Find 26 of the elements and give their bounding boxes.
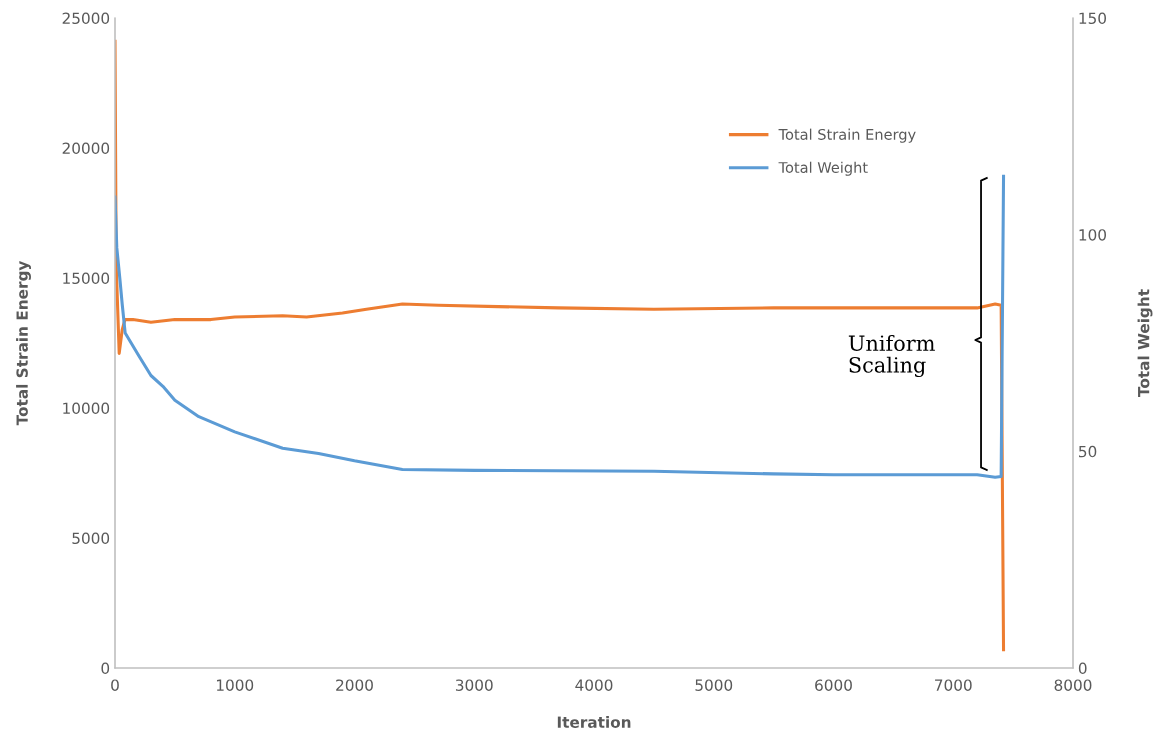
x-axis-title: Iteration <box>557 716 631 728</box>
legend-label: Total Strain Energy <box>778 128 916 143</box>
y-axis-title: Total Strain Energy <box>16 260 31 426</box>
y-tick-label: 0 <box>101 662 110 675</box>
y-tick-label: 5000 <box>72 532 110 545</box>
line-series <box>115 174 1006 479</box>
x-tick-label: 3000 <box>455 679 493 691</box>
x-tick-label: 6000 <box>815 679 852 691</box>
x-tick-label: 0 <box>111 679 119 691</box>
y-tick-label: 25000 <box>62 12 110 25</box>
y-tick-label: 15000 <box>63 272 110 285</box>
y2-tick-label: 0 <box>1078 662 1087 675</box>
x-tick-label: 2000 <box>336 679 373 691</box>
y-tick-label: 20000 <box>62 142 110 155</box>
x-tick-label: 4000 <box>575 679 613 691</box>
annotation: Uniform Scaling <box>848 334 935 378</box>
y2-axis-title: Total Weight <box>1137 289 1153 397</box>
y2-tick-label: 150 <box>1079 12 1107 25</box>
x-tick-label: 1000 <box>216 679 254 691</box>
x-tick-label: 5000 <box>695 679 733 691</box>
legend-label: Total Weight <box>778 161 868 176</box>
y2-tick-label: 50 <box>1079 445 1097 458</box>
y2-tick-label: 100 <box>1079 229 1107 241</box>
x-tick-label: 7000 <box>935 679 972 691</box>
y-tick-label: 10000 <box>63 402 110 415</box>
x-tick-label: 8000 <box>1054 679 1092 691</box>
